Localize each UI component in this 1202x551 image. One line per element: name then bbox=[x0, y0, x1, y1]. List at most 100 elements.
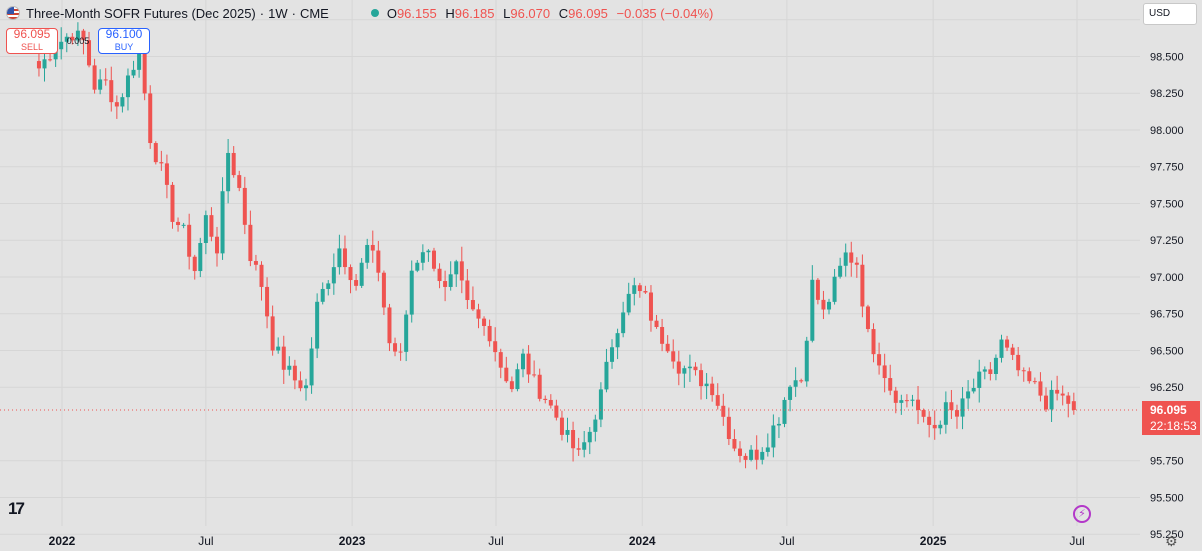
candle-body bbox=[70, 36, 75, 41]
settings-icon[interactable]: ⚙ bbox=[1165, 533, 1178, 549]
candle-body bbox=[882, 365, 887, 379]
candle-body bbox=[604, 361, 609, 390]
candle-body bbox=[660, 326, 665, 344]
candle-body bbox=[999, 339, 1004, 358]
candle-body bbox=[871, 329, 876, 355]
grid bbox=[0, 0, 1140, 535]
candle-body bbox=[977, 371, 982, 388]
candle-body bbox=[737, 448, 742, 456]
candle-body bbox=[854, 262, 859, 265]
x-tick-label: Jul bbox=[198, 534, 213, 548]
candle-body bbox=[292, 365, 297, 381]
chart-legend: Three-Month SOFR Futures (Dec 2025) · 1W… bbox=[6, 3, 718, 23]
candle-body bbox=[131, 69, 136, 76]
candle-body bbox=[621, 312, 626, 334]
candle-body bbox=[420, 252, 425, 263]
candle-body bbox=[164, 163, 169, 185]
candle-body bbox=[1049, 389, 1054, 410]
candle-body bbox=[109, 80, 114, 103]
price-axis-bg[interactable] bbox=[1140, 0, 1202, 526]
candle-body bbox=[437, 268, 442, 282]
candle-body bbox=[42, 59, 47, 69]
y-tick-label: 98.500 bbox=[1150, 51, 1184, 63]
candle-body bbox=[804, 340, 809, 382]
candle-body bbox=[626, 293, 631, 313]
candle-body bbox=[543, 398, 548, 400]
candle-body bbox=[721, 405, 726, 417]
candle-body bbox=[398, 351, 403, 353]
y-tick-label: 95.250 bbox=[1150, 529, 1184, 541]
candle-body bbox=[220, 191, 225, 254]
candle-body bbox=[982, 369, 987, 372]
candle-body bbox=[125, 75, 130, 98]
candle-body bbox=[938, 424, 943, 429]
candle-body bbox=[916, 399, 921, 411]
candle-body bbox=[648, 292, 653, 321]
candle-body bbox=[943, 402, 948, 425]
x-tick-label: Jul bbox=[1069, 534, 1084, 548]
candle-body bbox=[315, 301, 320, 349]
y-tick-label: 96.250 bbox=[1150, 382, 1184, 394]
candle-body bbox=[103, 79, 108, 81]
candle-body bbox=[726, 416, 731, 440]
candle-body bbox=[1010, 347, 1015, 355]
candle-body bbox=[587, 431, 592, 443]
candle-body bbox=[53, 49, 58, 60]
currency-select[interactable]: USD bbox=[1143, 3, 1197, 25]
y-tick-label: 97.500 bbox=[1150, 198, 1184, 210]
y-tick-label: 97.250 bbox=[1150, 235, 1184, 247]
lightning-icon[interactable]: ⚡ bbox=[1073, 505, 1091, 523]
tradingview-logo[interactable]: 17 bbox=[8, 499, 25, 518]
candle-body bbox=[893, 390, 898, 403]
candle-body bbox=[776, 423, 781, 426]
y-tick-label: 96.500 bbox=[1150, 345, 1184, 357]
candle-body bbox=[203, 215, 208, 244]
candle-body bbox=[966, 391, 971, 399]
countdown-label: 22:18:53 bbox=[1150, 419, 1197, 433]
y-tick-label: 98.250 bbox=[1150, 88, 1184, 100]
candle-body bbox=[404, 314, 409, 352]
candle-body bbox=[615, 333, 620, 348]
candle-body bbox=[448, 274, 453, 287]
candle-body bbox=[454, 261, 459, 275]
candle-body bbox=[699, 370, 704, 387]
candle-body bbox=[148, 93, 153, 144]
y-tick-label: 95.500 bbox=[1150, 492, 1184, 504]
candle-body bbox=[87, 40, 92, 66]
candle-body bbox=[98, 79, 103, 90]
open-value: 96.155 bbox=[396, 5, 437, 21]
candle-body bbox=[760, 451, 765, 460]
candle-body bbox=[359, 262, 364, 286]
candle-body bbox=[548, 399, 553, 406]
interval-label[interactable]: 1W bbox=[268, 5, 288, 21]
candle-body bbox=[988, 369, 993, 375]
candle-body bbox=[342, 248, 347, 268]
candle-body bbox=[231, 152, 236, 176]
y-tick-label: 95.750 bbox=[1150, 456, 1184, 468]
candle-body bbox=[960, 398, 965, 417]
candle-body bbox=[559, 417, 564, 435]
last-price-marker: 96.095 22:18:53 bbox=[0, 401, 1200, 435]
candle-body bbox=[331, 267, 336, 284]
candle-body bbox=[298, 380, 303, 389]
x-tick-label: 2022 bbox=[49, 534, 76, 548]
symbol-title[interactable]: Three-Month SOFR Futures (Dec 2025) bbox=[26, 5, 256, 21]
buy-button[interactable]: 96.100 BUY bbox=[98, 28, 150, 54]
candle-body bbox=[187, 224, 192, 257]
candle-body bbox=[326, 283, 331, 289]
candle-body bbox=[509, 381, 514, 390]
candle-body bbox=[865, 306, 870, 330]
candle-body bbox=[765, 447, 770, 452]
candle-body bbox=[838, 265, 843, 277]
candle-body bbox=[927, 416, 932, 425]
candle-body bbox=[676, 361, 681, 374]
candle-body bbox=[799, 380, 804, 382]
candle-body bbox=[932, 424, 937, 429]
candle-body bbox=[637, 285, 642, 292]
plot-area[interactable] bbox=[0, 0, 1140, 526]
candle-body bbox=[582, 442, 587, 450]
sell-button[interactable]: 96.095 SELL bbox=[6, 28, 58, 54]
candle-body bbox=[248, 224, 253, 262]
candle-body bbox=[381, 272, 386, 308]
